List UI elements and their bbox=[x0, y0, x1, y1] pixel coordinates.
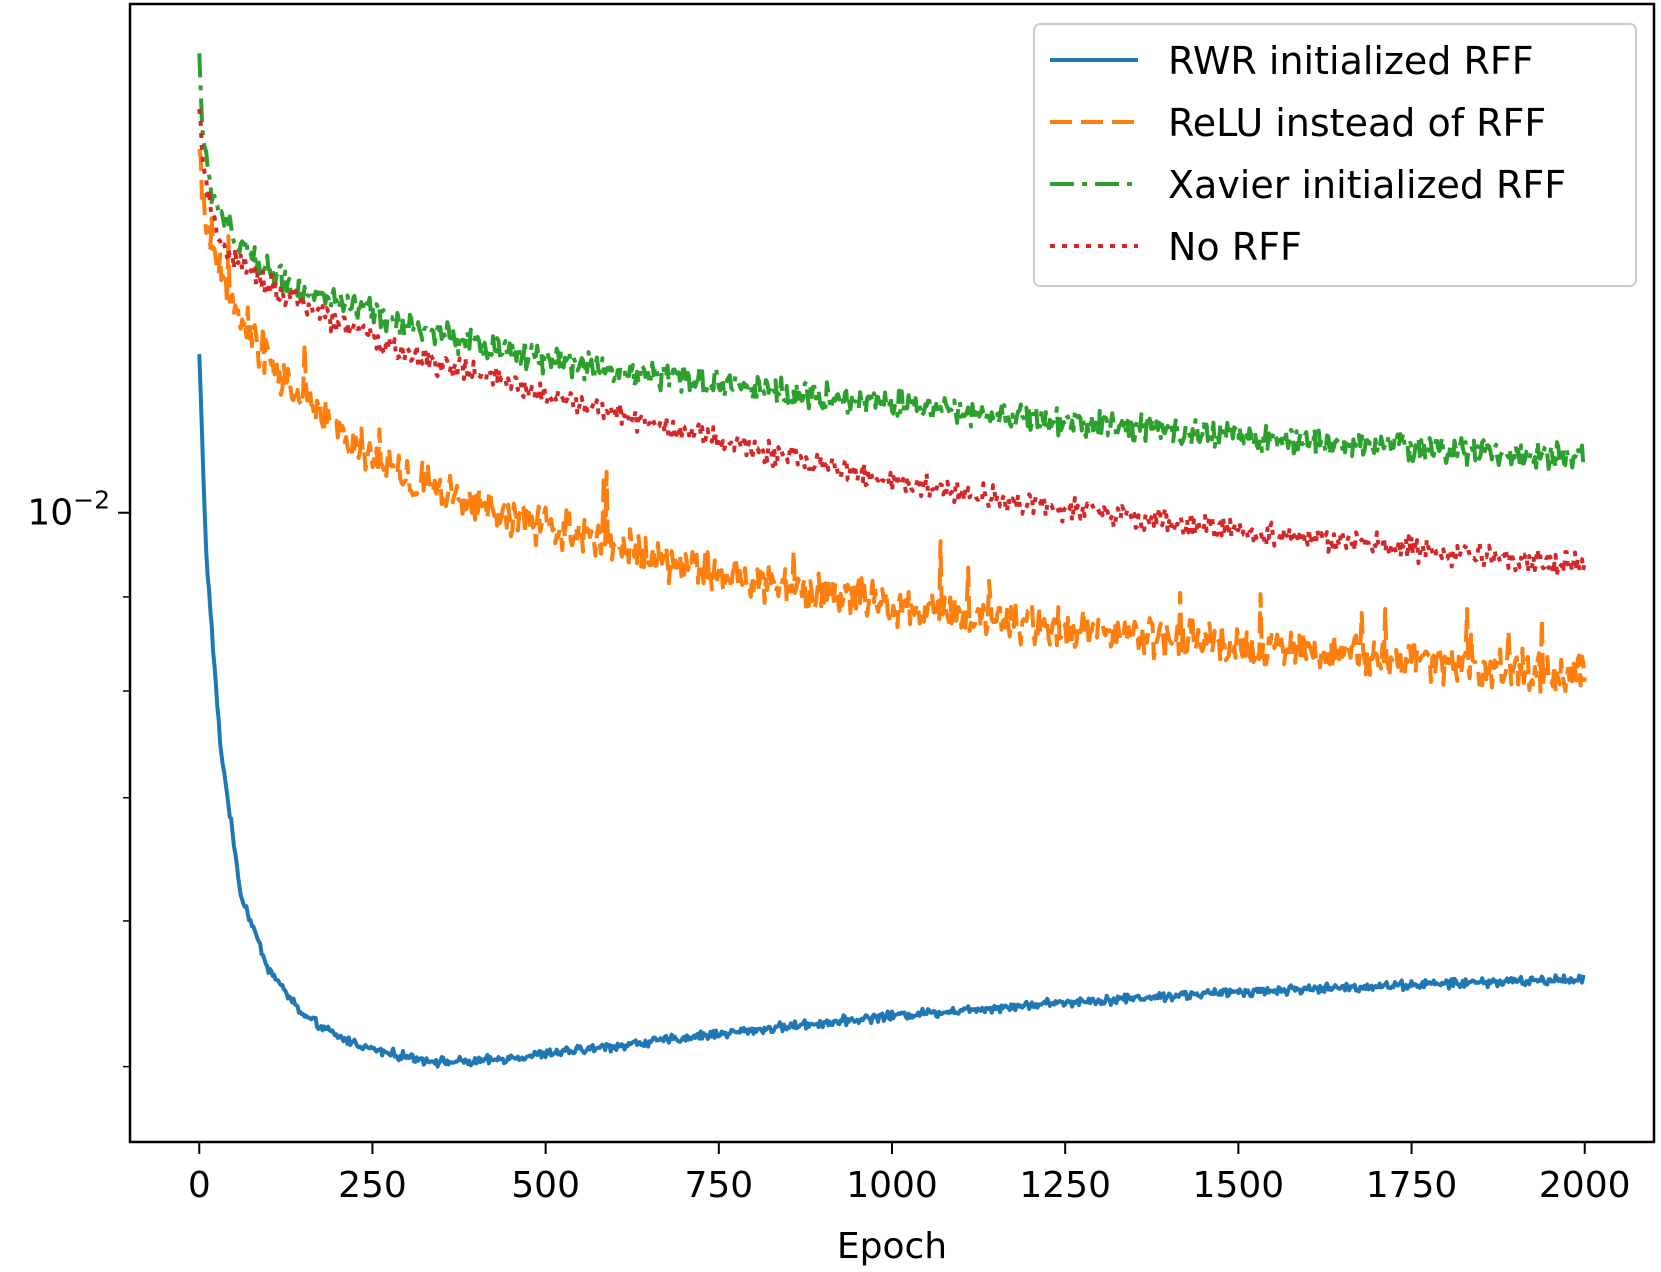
x-tick-label: 500 bbox=[511, 1165, 580, 1206]
legend-box bbox=[1033, 23, 1637, 287]
legend-label-1: RWR initialized RFF bbox=[1168, 39, 1534, 83]
series-line-4 bbox=[197, 108, 1587, 579]
x-tick-label: 750 bbox=[684, 1165, 753, 1206]
series-line-2 bbox=[197, 148, 1587, 694]
y-tick-label: 10−2 bbox=[27, 486, 110, 534]
legend-label-3: Xavier initialized RFF bbox=[1168, 163, 1566, 207]
x-tick-label: 250 bbox=[338, 1165, 407, 1206]
legend-label-2: ReLU instead of RFF bbox=[1168, 101, 1546, 145]
legend: RWR initialized RFF ReLU instead of RFF Xa… bbox=[1033, 23, 1637, 287]
x-tick-label: 0 bbox=[188, 1165, 211, 1206]
x-tick-label: 1250 bbox=[1019, 1165, 1111, 1206]
legend-label-4: No RFF bbox=[1168, 225, 1302, 269]
series-line-3 bbox=[197, 53, 1587, 471]
x-tick-label: 1750 bbox=[1366, 1165, 1458, 1206]
x-tick-label: 1500 bbox=[1193, 1165, 1285, 1206]
series-layer bbox=[197, 53, 1587, 1069]
series-line-1 bbox=[197, 354, 1586, 1069]
x-tick-label: 2000 bbox=[1539, 1165, 1631, 1206]
x-axis: 0 250 500 750 1000 1250 1500 1750 2000 bbox=[188, 1142, 1631, 1206]
x-axis-label: Epoch bbox=[837, 1226, 947, 1267]
y-axis: 10−2 bbox=[27, 486, 130, 1068]
x-tick-label: 1000 bbox=[846, 1165, 938, 1206]
